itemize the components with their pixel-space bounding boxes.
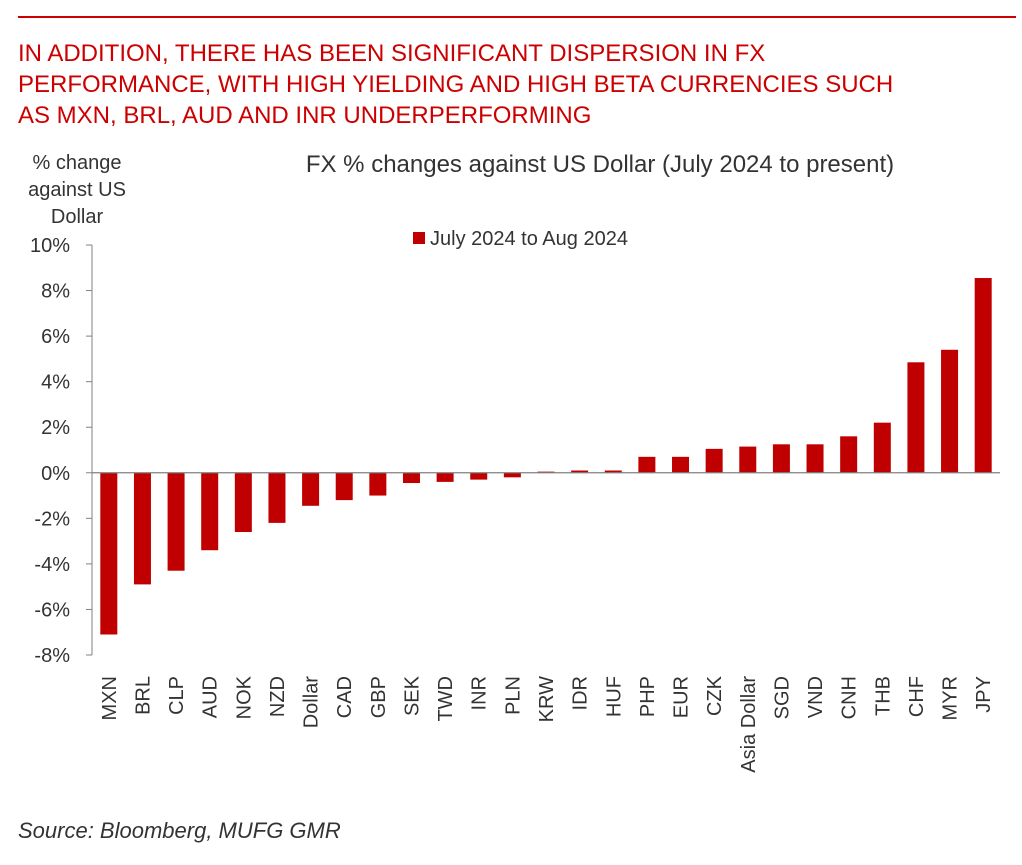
bar-sgd [772, 444, 790, 473]
top-rule [18, 16, 1016, 18]
y-tick-label: 0% [41, 463, 70, 485]
x-tick-label: AUD [200, 676, 222, 718]
x-tick-label: KRW [536, 676, 558, 722]
bar-sek [402, 472, 420, 484]
x-tick-label: VND [805, 676, 827, 718]
bar-czk [705, 448, 723, 473]
headline-line: AS MXN, BRL, AUD AND INR UNDERPERFORMING [18, 102, 592, 129]
x-tick-label: MXN [99, 676, 121, 720]
y-tick-label: -2% [34, 508, 70, 530]
bar-inr [470, 472, 488, 480]
x-tick-label: THB [872, 676, 894, 716]
bar-mxn [100, 472, 118, 635]
y-tick-label: -4% [34, 554, 70, 576]
x-tick-label: JPY [973, 676, 995, 713]
source-note: Source: Bloomberg, MUFG GMR [18, 818, 341, 843]
headline-line: IN ADDITION, THERE HAS BEEN SIGNIFICANT … [18, 40, 766, 67]
x-tick-label: EUR [671, 676, 693, 718]
bar-aud [201, 472, 219, 551]
x-tick-label: CAD [334, 676, 356, 718]
x-tick-label: MYR [940, 676, 962, 720]
x-tick-label: HUF [603, 676, 625, 717]
bar-dollar [302, 472, 320, 506]
x-tick-label: CHF [906, 676, 928, 717]
x-tick-label: PHP [637, 676, 659, 717]
y-tick-label: 4% [41, 372, 70, 394]
y-tick-label: -6% [34, 599, 70, 621]
bar-chf [907, 362, 925, 473]
x-tick-label: GBP [368, 676, 390, 718]
x-tick-label: INR [469, 676, 491, 710]
bar-pln [503, 472, 521, 478]
y-axis-title-line: against US [28, 179, 126, 201]
y-tick-label: 8% [41, 281, 70, 303]
bar-twd [436, 472, 454, 482]
x-tick-label: NOK [233, 675, 255, 719]
bar-myr [941, 349, 959, 473]
x-tick-label: SEK [401, 675, 423, 716]
x-tick-label: Dollar [301, 676, 323, 729]
bar-jpy [974, 278, 992, 473]
y-tick-label: 2% [41, 417, 70, 439]
bar-clp [167, 472, 185, 571]
bar-nok [234, 472, 252, 532]
x-tick-label: IDR [570, 676, 592, 710]
x-tick-label: BRL [132, 676, 154, 715]
x-tick-label: Asia Dollar [738, 676, 760, 773]
fx-bar-chart: 10% 8% 6% 4% 2% 0% -2% -4% -6% -8% MXN BRL CLP AUD NOK… [30, 228, 1000, 773]
chart-title: FX % changes against US Dollar (July 202… [305, 151, 895, 178]
bar-php [638, 456, 656, 473]
legend-label: July 2024 to Aug 2024 [430, 228, 628, 250]
y-tick-label: 6% [41, 326, 70, 348]
x-tick-label: CLP [166, 676, 188, 715]
bar-idr [571, 470, 589, 473]
bar-thb [873, 422, 891, 473]
x-tick-label: CNH [839, 676, 861, 719]
bar-asia-dollar [739, 446, 757, 473]
x-tick-label: PLN [502, 676, 524, 715]
bar-nzd [268, 472, 286, 523]
bar-cnh [840, 436, 858, 473]
bar-brl [133, 472, 151, 585]
headline: IN ADDITION, THERE HAS BEEN SIGNIFICANT … [18, 38, 1008, 131]
legend-swatch [413, 232, 425, 244]
headline-line: PERFORMANCE, WITH HIGH YIELDING AND HIGH… [18, 71, 894, 98]
y-axis-title: % change against US Dollar [14, 150, 140, 231]
y-axis-title-line: Dollar [50, 206, 104, 228]
bar-cad [335, 472, 353, 501]
bar-huf [604, 470, 622, 473]
bar-vnd [806, 444, 824, 473]
y-axis-title-line: % change [32, 152, 122, 174]
y-tick-label: 10% [30, 235, 70, 257]
x-tick-label: TWD [435, 676, 457, 722]
x-tick-label: CZK [704, 675, 726, 716]
bar-gbp [369, 472, 387, 496]
x-tick-label: SGD [771, 676, 793, 719]
bar-eur [672, 456, 690, 473]
y-tick-label: -8% [34, 645, 70, 667]
x-tick-label: NZD [267, 676, 289, 717]
